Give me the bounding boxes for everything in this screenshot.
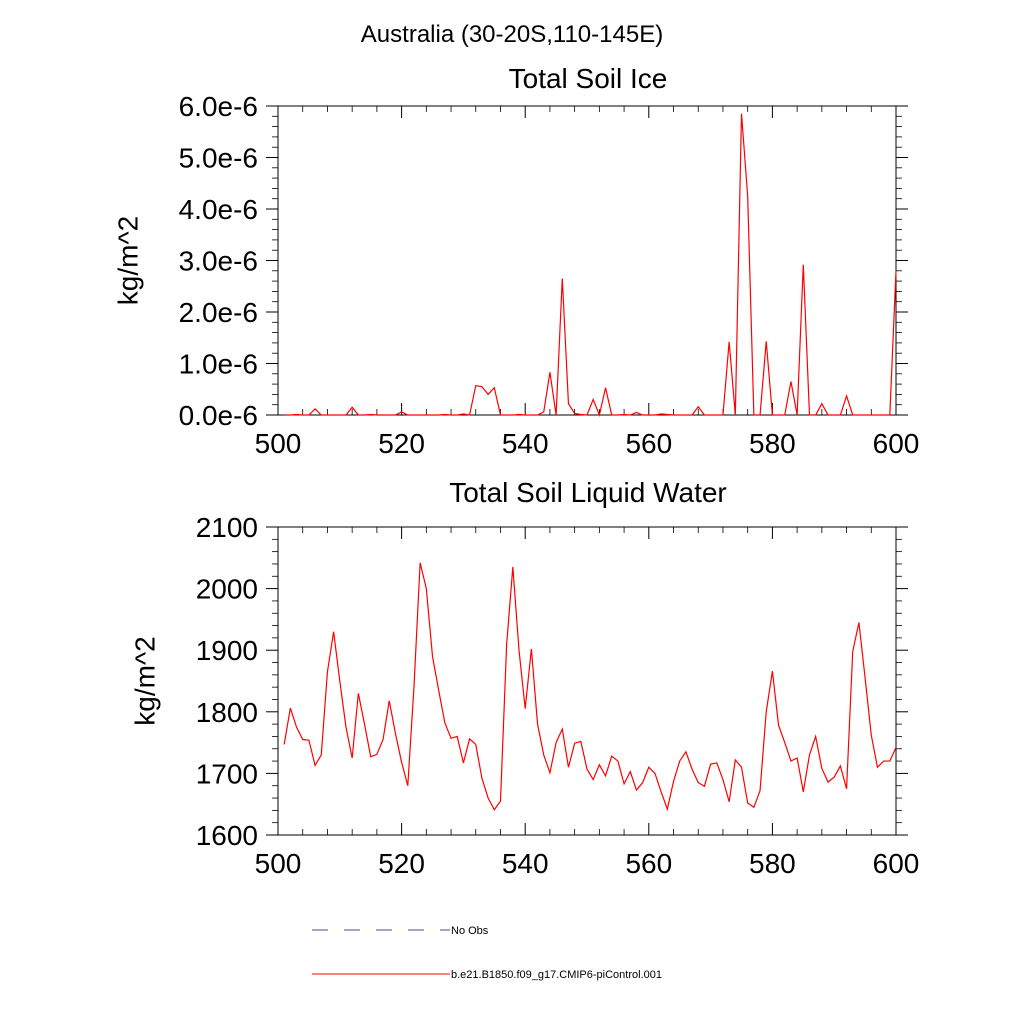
y-axis-label-soil-ice: kg/m^2 <box>112 216 143 305</box>
x-tick-label: 540 <box>502 428 549 459</box>
y-tick-label: 2100 <box>196 512 258 543</box>
y-tick-label: 1800 <box>196 697 258 728</box>
y-tick-label: 1.0e-6 <box>179 349 258 380</box>
chart-title-soil-ice: Total Soil Ice <box>509 63 668 94</box>
main-title: Australia (30-20S,110-145E) <box>361 21 663 48</box>
series-line-soil-liquid <box>283 562 897 812</box>
x-tick-label: 540 <box>502 848 549 879</box>
x-tick-label: 560 <box>625 848 672 879</box>
plot-frame-soil-ice <box>277 105 897 416</box>
x-tick-label: 520 <box>378 428 425 459</box>
legend-label-1: No Obs <box>451 925 489 937</box>
x-tick-label: 600 <box>873 848 920 879</box>
y-tick-label: 5.0e-6 <box>179 143 258 174</box>
y-tick-label: 2.0e-6 <box>179 297 258 328</box>
y-tick-label: 1700 <box>196 758 258 789</box>
series-line-soil-ice <box>284 113 897 418</box>
y-tick-label: 6.0e-6 <box>179 91 258 122</box>
x-tick-label: 520 <box>378 848 425 879</box>
y-tick-label: 0.0e-6 <box>179 400 258 431</box>
y-tick-label: 4.0e-6 <box>179 194 258 225</box>
legend: No Obs b.e21.B1850.f09_g17.CMIP6-piContro… <box>312 925 662 981</box>
y-axis-label-soil-liquid: kg/m^2 <box>129 636 160 725</box>
y-tick-label: 1600 <box>196 820 258 851</box>
x-tick-label: 560 <box>625 428 672 459</box>
chart-title-soil-liquid: Total Soil Liquid Water <box>449 477 727 508</box>
x-tick-label: 500 <box>255 848 302 879</box>
chart-soil-ice: Total Soil Ice kg/m^2 500 520 540 560 580 600 0.… <box>112 63 919 459</box>
y-tick-label: 2000 <box>196 574 258 605</box>
x-tick-label: 580 <box>749 848 796 879</box>
chart-soil-liquid: Total Soil Liquid Water kg/m^2 500 520 540 56… <box>129 477 919 879</box>
y-tick-label: 1900 <box>196 635 258 666</box>
legend-label-2: b.e21.B1850.f09_g17.CMIP6-piControl.001 <box>451 969 662 981</box>
x-tick-label: 580 <box>749 428 796 459</box>
x-tick-label: 500 <box>255 428 302 459</box>
plot-frame-soil-liquid <box>277 526 897 836</box>
y-tick-label: 3.0e-6 <box>179 246 258 277</box>
x-tick-label: 600 <box>873 428 920 459</box>
